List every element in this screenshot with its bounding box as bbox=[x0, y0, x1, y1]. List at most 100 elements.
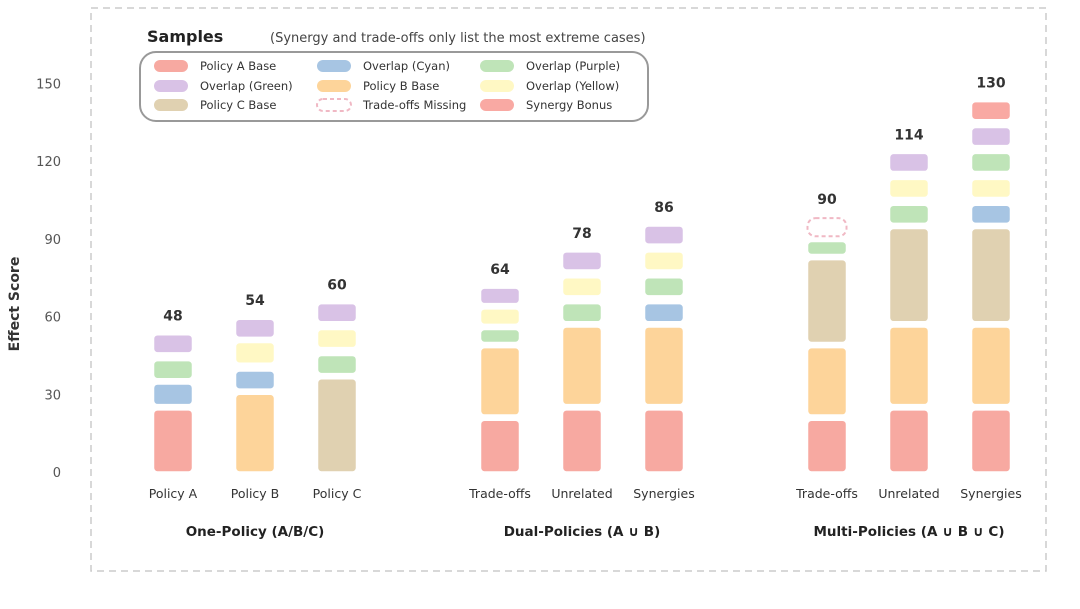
x-tick-label: Trade-offs bbox=[468, 486, 531, 501]
y-axis-title: Effect Score bbox=[7, 257, 23, 352]
bar-segment-policy-c bbox=[316, 378, 358, 473]
bar-total-label: 64 bbox=[490, 262, 510, 278]
x-tick-label: Trade-offs bbox=[795, 486, 858, 501]
bar-total-label: 78 bbox=[572, 226, 591, 242]
bar-stack bbox=[806, 217, 848, 473]
bar-total-label: 90 bbox=[817, 192, 837, 208]
bar-segment-missing bbox=[806, 217, 848, 238]
y-axis: 0 30 60 90 120 150 bbox=[36, 78, 61, 482]
legend-swatch-overlap-green bbox=[154, 80, 188, 92]
bar-segment-policy-a bbox=[643, 409, 685, 473]
bar-segment-overlap-cyan bbox=[970, 204, 1012, 225]
legend-swatch-synergy-bonus bbox=[480, 99, 514, 111]
bar-segment-overlap-purple bbox=[888, 204, 930, 225]
legend-label: Overlap (Cyan) bbox=[363, 59, 450, 73]
bar-segment-policy-b bbox=[234, 393, 276, 473]
bar-segment-policy-a bbox=[479, 419, 521, 473]
bar-stack bbox=[152, 333, 194, 473]
bar-stack bbox=[479, 287, 521, 473]
bar-segment-overlap-green bbox=[316, 302, 358, 323]
bar-stack bbox=[888, 152, 930, 473]
legend-label: Trade-offs Missing bbox=[362, 98, 466, 112]
group-label: Dual-Policies (A ∪ B) bbox=[504, 524, 661, 540]
bar-total-label: 86 bbox=[654, 200, 673, 216]
bar-segment-policy-a bbox=[970, 409, 1012, 473]
legend-label: Overlap (Green) bbox=[200, 79, 293, 93]
bar-stack bbox=[561, 251, 603, 473]
bar-segment-overlap-purple bbox=[806, 240, 848, 256]
bar-segment-overlap-purple bbox=[316, 354, 358, 375]
bar-segment-policy-b bbox=[561, 326, 603, 406]
bar-segment-overlap-cyan bbox=[234, 370, 276, 390]
bar-segment-policy-c bbox=[970, 227, 1012, 323]
chart-frame bbox=[90, 7, 1047, 572]
bar-segment-overlap-purple bbox=[643, 277, 685, 297]
y-tick-label: 0 bbox=[53, 466, 61, 481]
x-tick-label: Policy B bbox=[231, 486, 280, 501]
bar-segment-overlap-yellow bbox=[561, 277, 603, 297]
bar-segment-overlap-purple bbox=[152, 359, 194, 380]
legend-label: Policy C Base bbox=[200, 98, 276, 112]
bar-segment-overlap-green bbox=[888, 152, 930, 173]
bar-segment-policy-b bbox=[479, 346, 521, 416]
bar-segment-policy-c bbox=[806, 258, 848, 344]
group-label: One-Policy (A/B/C) bbox=[186, 524, 325, 540]
bar-segment-overlap-purple bbox=[479, 328, 521, 344]
group-label: Multi-Policies (A ∪ B ∪ C) bbox=[813, 524, 1004, 540]
legend-box bbox=[139, 51, 649, 122]
legend-swatch-missing bbox=[316, 98, 352, 112]
bar-segment-policy-b bbox=[643, 326, 685, 406]
y-tick-label: 120 bbox=[36, 155, 61, 170]
bar-segment-overlap-yellow bbox=[234, 341, 276, 364]
bar-total-label: 48 bbox=[163, 309, 182, 325]
bar-stack bbox=[316, 302, 358, 473]
x-tick-label: Policy C bbox=[313, 486, 362, 501]
bar-segment-policy-b bbox=[888, 326, 930, 406]
bar-segment-policy-a bbox=[561, 409, 603, 473]
bar-stack bbox=[643, 225, 685, 473]
bar-stack bbox=[970, 100, 1012, 473]
legend-swatch-overlap-cyan bbox=[317, 60, 351, 72]
bar-segment-overlap-purple bbox=[561, 302, 603, 323]
bar-total-label: 60 bbox=[327, 278, 347, 294]
bar-segment-overlap-cyan bbox=[152, 383, 194, 406]
bar-segment-overlap-yellow bbox=[888, 178, 930, 199]
bar-stack bbox=[234, 318, 276, 473]
bar-segment-overlap-cyan bbox=[643, 302, 685, 323]
bar-segment-policy-b bbox=[806, 346, 848, 416]
legend-swatch-overlap-yellow bbox=[480, 80, 514, 92]
bar-segment-policy-a bbox=[888, 409, 930, 473]
legend-swatch-overlap-purple bbox=[480, 60, 514, 72]
legend-subtitle: (Synergy and trade-offs only list the mo… bbox=[270, 31, 646, 46]
x-tick-label: Policy A bbox=[149, 486, 198, 501]
y-tick-label: 150 bbox=[36, 78, 61, 93]
bar-segment-synergy-bonus bbox=[970, 100, 1012, 121]
bar-total-label: 130 bbox=[976, 76, 1005, 92]
bar-segment-overlap-purple bbox=[970, 152, 1012, 173]
legend-label: Policy A Base bbox=[200, 59, 276, 73]
bar-segment-policy-c bbox=[888, 227, 930, 323]
bar-segment-overlap-yellow bbox=[643, 251, 685, 271]
bar-segment-overlap-green bbox=[234, 318, 276, 339]
bar-segment-overlap-green bbox=[479, 287, 521, 305]
y-tick-label: 90 bbox=[44, 233, 61, 248]
legend-label: Synergy Bonus bbox=[526, 98, 612, 112]
bar-segment-overlap-green bbox=[561, 251, 603, 271]
bar-segment-overlap-yellow bbox=[316, 328, 358, 349]
legend-label: Overlap (Purple) bbox=[526, 59, 620, 73]
bar-segment-policy-a bbox=[152, 409, 194, 473]
bar-segment-overlap-green bbox=[970, 126, 1012, 147]
legend-swatch-policy-b bbox=[317, 80, 351, 92]
bar-total-label: 54 bbox=[245, 293, 265, 309]
x-tick-label: Unrelated bbox=[878, 486, 939, 501]
legend: Samples (Synergy and trade-offs only lis… bbox=[139, 27, 649, 122]
bar-segment-overlap-yellow bbox=[479, 308, 521, 326]
bar-segment-overlap-green bbox=[643, 225, 685, 245]
legend-label: Policy B Base bbox=[363, 79, 439, 93]
bar-total-label: 114 bbox=[894, 127, 923, 143]
x-tick-label: Synergies bbox=[633, 486, 694, 501]
legend-swatch-policy-a bbox=[154, 60, 188, 72]
y-tick-label: 30 bbox=[44, 388, 61, 403]
x-tick-label: Synergies bbox=[960, 486, 1021, 501]
